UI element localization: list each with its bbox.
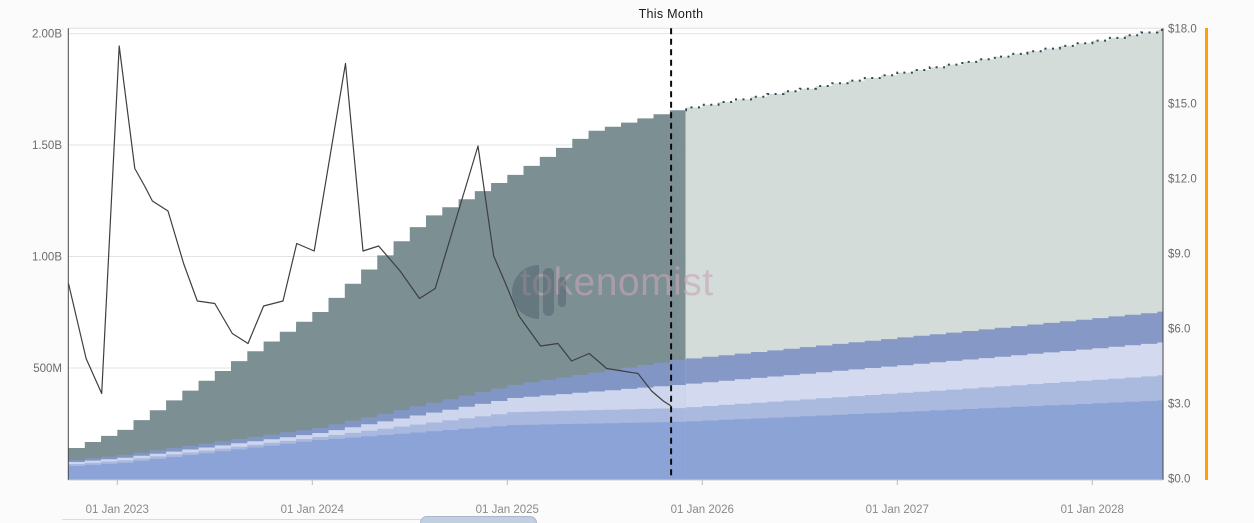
y-axis-right-label: $3.0 <box>1168 399 1190 411</box>
y-axis-left-label: 2.00B <box>32 29 62 41</box>
band-blue-future <box>685 400 1163 480</box>
y-axis-right-label: $12.0 <box>1168 174 1197 186</box>
band-blue-past <box>68 421 686 480</box>
y-axis-left-label: 1.50B <box>32 140 62 152</box>
x-axis-label: 01 Jan 2023 <box>86 504 149 516</box>
y-axis-right-label: $9.0 <box>1168 249 1190 261</box>
price-line <box>67 45 672 407</box>
x-axis-label: 01 Jan 2025 <box>476 504 539 516</box>
range-selector-thumb[interactable] <box>420 516 537 523</box>
y-axis-right-label: $18.0 <box>1168 24 1197 36</box>
this-month-label: This Month <box>638 7 704 21</box>
x-axis-label: 01 Jan 2026 <box>671 504 734 516</box>
y-axis-right-label: $15.0 <box>1168 99 1197 111</box>
range-selector-track[interactable] <box>62 519 437 520</box>
x-axis-label: 01 Jan 2028 <box>1061 504 1124 516</box>
y-axis-right-label: $6.0 <box>1168 324 1190 336</box>
right-edge-orange-indicator <box>1205 28 1208 480</box>
y-axis-right-label: $0.0 <box>1168 474 1190 486</box>
x-axis-label: 01 Jan 2024 <box>281 504 345 516</box>
y-axis-left-label: 500M <box>33 363 62 375</box>
x-axis-label: 01 Jan 2027 <box>866 504 929 516</box>
y-axis-left-label: 1.00B <box>32 252 62 264</box>
